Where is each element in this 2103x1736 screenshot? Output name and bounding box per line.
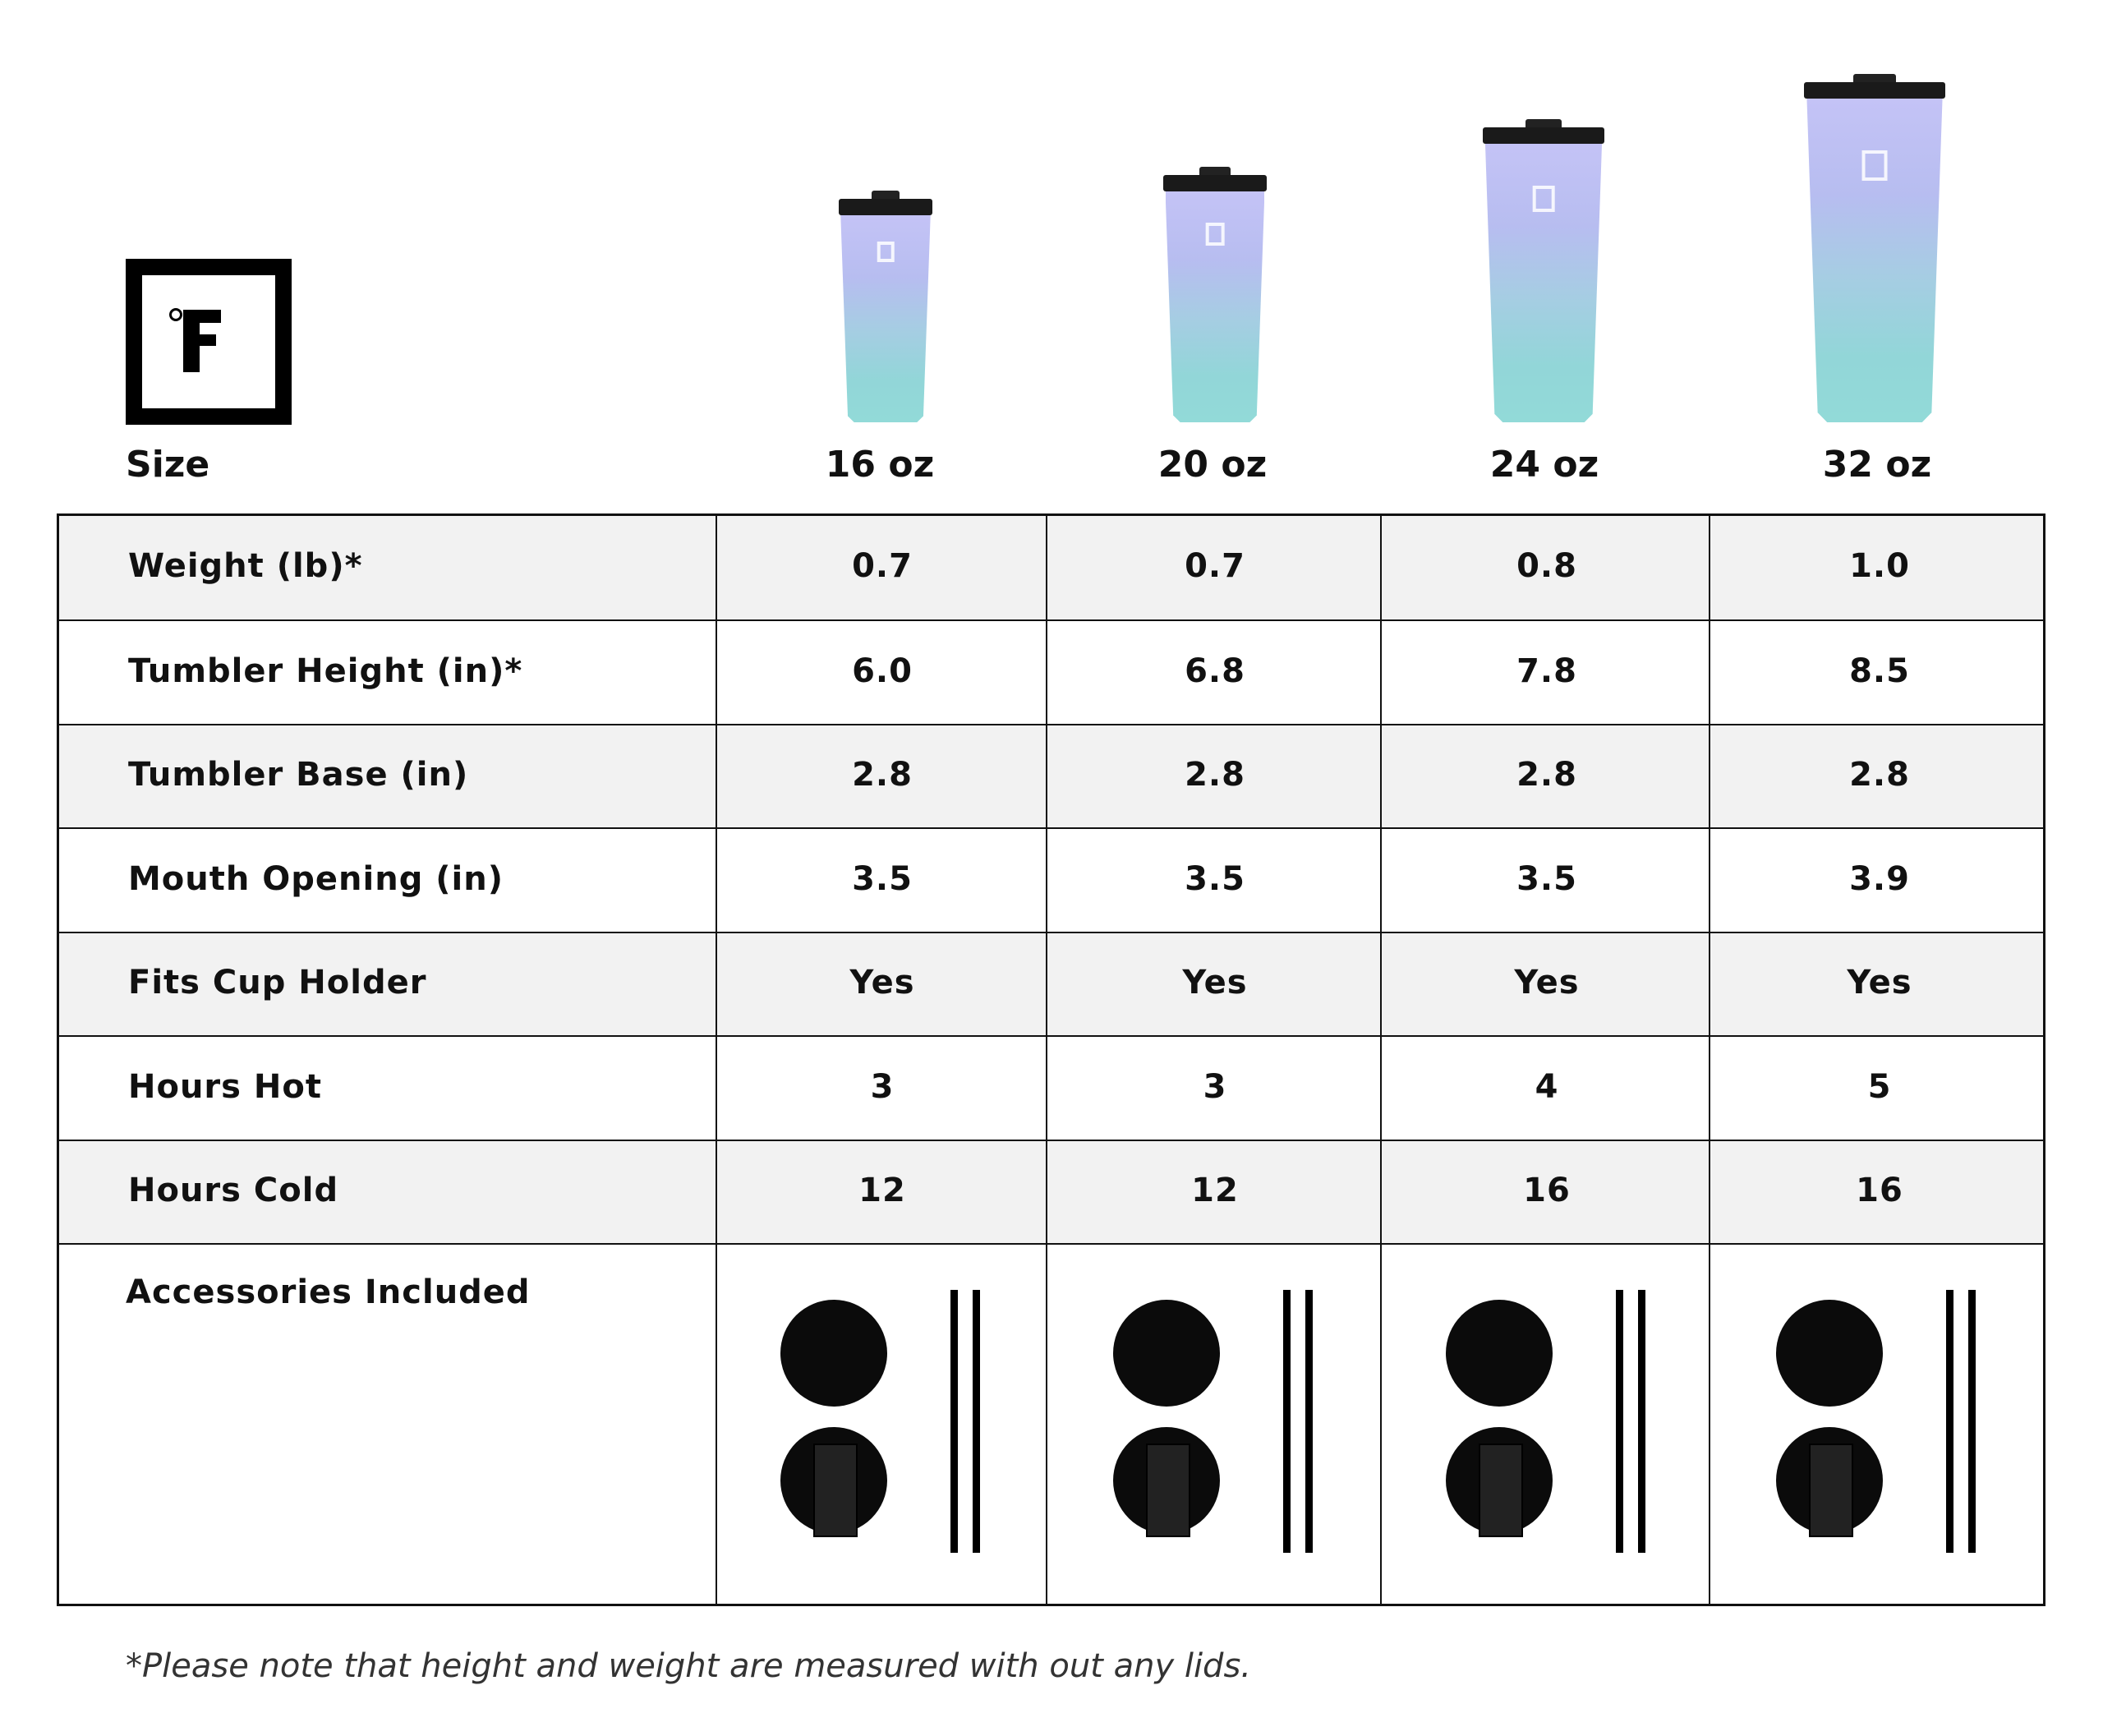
cell-value: 16: [1523, 1172, 1571, 1209]
straw-lid-icon: [780, 1300, 887, 1407]
table-row: Hours Hot 3 3 4 5: [59, 1037, 2043, 1141]
cell-value: 8.5: [1849, 652, 1910, 690]
cell-value: 2.8: [1849, 756, 1910, 794]
cell-value: Yes: [1514, 964, 1580, 1002]
tumbler-32oz-image: [1804, 74, 1945, 422]
straw-icon: [1616, 1290, 1623, 1553]
column-divider: [1380, 516, 1382, 1604]
row-label: Hours Cold: [128, 1172, 339, 1209]
cell-value: 3: [870, 1067, 895, 1106]
straw-icon: [1283, 1290, 1291, 1553]
flip-lid-icon: [1113, 1427, 1220, 1537]
cell-value: 0.8: [1516, 547, 1577, 585]
cell-value: 1.0: [1849, 547, 1910, 585]
footnote: *Please note that height and weight are …: [126, 1647, 1251, 1685]
cell-value: 6.8: [1185, 652, 1245, 690]
row-label: Tumbler Base (in): [128, 756, 469, 794]
cell-value: Yes: [1847, 964, 1912, 1002]
straw-lid-icon: [1113, 1300, 1220, 1407]
brand-logo: [126, 259, 292, 425]
tumbler-20oz-image: [1163, 167, 1267, 422]
row-label: Fits Cup Holder: [128, 964, 427, 1002]
cell-value: 3.5: [852, 859, 913, 898]
column-divider: [716, 516, 717, 1604]
table-row: Tumbler Height (in)* 6.0 6.8 7.8 8.5: [59, 621, 2043, 725]
cell-value: 0.7: [1185, 547, 1245, 585]
size-32oz: 32 oz: [1822, 444, 1932, 486]
table-row: Hours Cold 12 12 16 16: [59, 1141, 2043, 1245]
cell-value: 0.7: [852, 547, 913, 585]
cell-value: 2.8: [852, 756, 913, 794]
table-row: Mouth Opening (in) 3.5 3.5 3.5 3.9: [59, 829, 2043, 933]
cell-value: 7.8: [1516, 652, 1577, 690]
size-20oz: 20 oz: [1157, 444, 1268, 486]
cell-value: 12: [1191, 1172, 1239, 1209]
accessories-image: [1446, 1290, 1659, 1561]
cell-value: 3.9: [1849, 859, 1910, 898]
accessories-image: [1113, 1290, 1327, 1561]
straw-icon: [1968, 1290, 1976, 1553]
cell-value: 3.5: [1185, 859, 1245, 898]
table-row: Fits Cup Holder Yes Yes Yes Yes: [59, 933, 2043, 1037]
straw-icon: [1305, 1290, 1313, 1553]
cell-value: 3.5: [1516, 859, 1577, 898]
spec-table: Hours Cold 12 12 16 16 Hours Hot 3 3 4 5 Fits Cup …: [57, 513, 2045, 1606]
row-label: Hours Hot: [128, 1067, 322, 1106]
cell-value: 16: [1856, 1172, 1903, 1209]
size-header: Size: [126, 444, 210, 486]
table-row: Weight (lb)* 0.7 0.7 0.8 1.0: [59, 516, 2043, 621]
cell-value: 6.0: [852, 652, 913, 690]
straw-lid-icon: [1446, 1300, 1553, 1407]
tumbler-24oz-image: [1483, 119, 1604, 422]
straw-icon: [973, 1290, 980, 1553]
cell-value: 5: [1867, 1067, 1892, 1106]
straw-icon: [1638, 1290, 1645, 1553]
cell-value: 4: [1535, 1067, 1559, 1106]
table-row: Tumbler Base (in) 2.8 2.8 2.8 2.8: [59, 725, 2043, 829]
cell-value: Yes: [849, 964, 915, 1002]
row-label: Tumbler Height (in)*: [128, 652, 523, 690]
cell-value: 2.8: [1516, 756, 1577, 794]
size-24oz: 24 oz: [1489, 444, 1599, 486]
tumbler-16oz-image: [839, 191, 932, 422]
accessories-image: [1776, 1290, 1990, 1561]
straw-icon: [950, 1290, 958, 1553]
column-divider: [1709, 516, 1710, 1604]
accessories-label: Accessories Included: [126, 1273, 531, 1311]
accessories-image: [780, 1290, 994, 1561]
flip-lid-icon: [1446, 1427, 1553, 1537]
size-16oz: 16 oz: [825, 444, 935, 486]
cell-value: 3: [1203, 1067, 1227, 1106]
cell-value: Yes: [1182, 964, 1248, 1002]
row-label: Weight (lb)*: [128, 547, 363, 585]
column-divider: [1046, 516, 1047, 1604]
flip-lid-icon: [1776, 1427, 1883, 1537]
cell-value: 2.8: [1185, 756, 1245, 794]
flip-lid-icon: [780, 1427, 887, 1537]
straw-icon: [1946, 1290, 1953, 1553]
straw-lid-icon: [1776, 1300, 1883, 1407]
row-label: Mouth Opening (in): [128, 859, 504, 898]
cell-value: 12: [858, 1172, 906, 1209]
